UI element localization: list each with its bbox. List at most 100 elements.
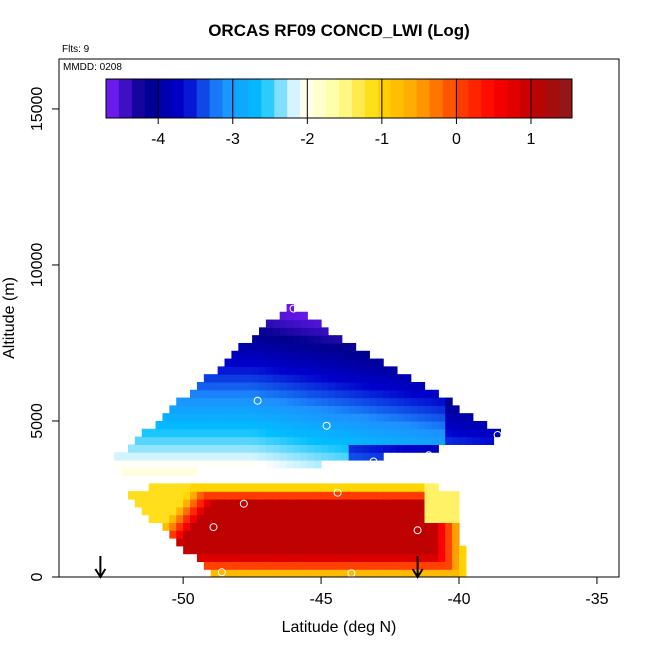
heat-cell: [403, 381, 412, 391]
heat-cell: [314, 358, 322, 367]
heat-cell: [396, 506, 405, 516]
heat-cell: [410, 561, 419, 570]
heat-cell: [369, 553, 377, 562]
colorbar-segment: [183, 79, 198, 118]
heat-cell: [300, 420, 308, 430]
heat-cell: [279, 405, 288, 414]
heat-cell: [224, 491, 233, 500]
heat-cell: [148, 428, 157, 438]
heat-cell: [252, 506, 260, 516]
colorbar-segment: [351, 79, 366, 118]
heat-cell: [334, 420, 343, 430]
heat-cell: [293, 514, 301, 523]
heat-cell: [459, 545, 467, 555]
heat-cell: [169, 491, 177, 500]
heat-cell: [252, 405, 260, 414]
heat-cell: [259, 459, 267, 469]
heat-cell: [155, 514, 164, 523]
heat-cell: [314, 553, 322, 562]
heat-cell: [252, 350, 260, 360]
heat-cell: [259, 366, 267, 375]
heat-cell: [286, 452, 295, 461]
heat-cell: [217, 498, 226, 508]
heat-cell: [307, 498, 315, 508]
heat-cell: [390, 506, 398, 516]
colorbar-segment: [274, 79, 288, 118]
heat-cell: [279, 553, 288, 562]
heat-cell: [134, 467, 143, 477]
heat-cell: [279, 459, 288, 469]
heat-cell: [321, 545, 329, 555]
heat-cell: [369, 498, 377, 508]
heat-cell: [438, 491, 446, 500]
heat-cell: [190, 405, 198, 414]
heat-cell: [279, 545, 288, 555]
heat-cell: [190, 428, 198, 438]
heat-cell: [121, 459, 129, 469]
heat-cell: [231, 545, 239, 555]
heat-cell: [438, 537, 446, 547]
heat-cell: [272, 366, 281, 375]
heat-cell: [196, 483, 205, 492]
heat-cell: [355, 405, 364, 414]
heat-cell: [231, 561, 239, 570]
heat-cell: [293, 381, 301, 391]
heat-cell: [286, 561, 295, 570]
heat-cell: [300, 483, 308, 492]
heat-cell: [286, 405, 295, 414]
heat-cell: [286, 537, 295, 547]
heat-cell: [348, 405, 357, 414]
heat-cell: [334, 335, 343, 344]
heat-cell: [259, 498, 267, 508]
heat-cell: [224, 428, 233, 438]
heat-cell: [424, 530, 433, 539]
heat-cell: [355, 553, 364, 562]
heat-cell: [162, 483, 170, 492]
heat-cell: [224, 569, 233, 577]
heat-cell: [327, 342, 336, 352]
heat-cell: [245, 545, 253, 555]
heat-cell: [300, 545, 308, 555]
heat-cell: [259, 561, 267, 570]
heat-cell: [224, 397, 233, 406]
heat-cell: [403, 530, 412, 539]
heat-cell: [293, 522, 301, 531]
heat-cell: [231, 537, 239, 547]
heat-cell: [238, 553, 246, 562]
heat-cell: [383, 444, 391, 453]
heat-cell: [327, 530, 336, 539]
heat-cell: [224, 561, 233, 570]
heat-cell: [362, 561, 370, 570]
heat-cell: [265, 342, 274, 352]
heat-cell: [348, 381, 357, 391]
heat-cell: [231, 514, 239, 523]
heat-cell: [238, 491, 246, 500]
heat-cell: [479, 428, 488, 438]
heat-cell: [238, 452, 246, 461]
heat-cell: [141, 428, 150, 438]
heat-cell: [259, 553, 267, 562]
heat-cell: [238, 483, 246, 492]
heat-cell: [231, 522, 239, 531]
heat-cell: [369, 366, 377, 375]
heat-cell: [272, 350, 281, 360]
heat-cell: [334, 537, 343, 547]
heat-cell: [183, 397, 191, 406]
heat-cell: [252, 561, 260, 570]
heat-cell: [245, 498, 253, 508]
heat-cell: [445, 569, 453, 577]
heat-cell: [127, 467, 136, 477]
heat-cell: [334, 381, 343, 391]
heat-cell: [327, 428, 336, 438]
heat-cell: [314, 381, 322, 391]
heat-cell: [224, 374, 233, 383]
heat-cell: [272, 522, 281, 531]
heat-cell: [362, 389, 370, 399]
heat-cell: [252, 459, 260, 469]
heat-cell: [438, 428, 446, 438]
heat-cell: [362, 506, 370, 516]
heat-cell: [383, 413, 391, 422]
heat-cell: [259, 428, 267, 438]
heat-cell: [465, 436, 474, 445]
heat-cell: [203, 459, 212, 469]
